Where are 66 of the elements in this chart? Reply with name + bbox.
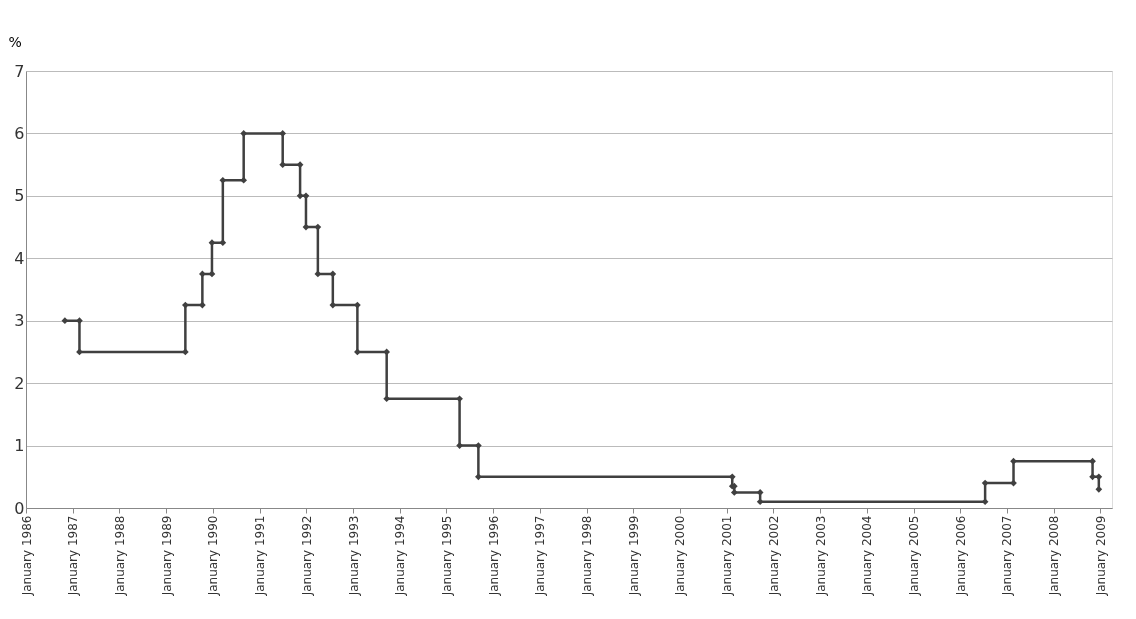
x-tick-label: January 1987	[66, 515, 81, 597]
point	[475, 442, 482, 449]
x-tick-label: January 2001	[720, 515, 735, 597]
point	[756, 489, 764, 496]
x-tick-label: January 2006	[953, 515, 968, 597]
y-tick-label: 7	[14, 61, 25, 81]
y-tick-label: 4	[14, 248, 25, 268]
x-tick-label: January 1994	[393, 515, 408, 597]
point	[354, 301, 361, 309]
x-tick-label: January 1992	[299, 515, 314, 597]
x-tick-label: January 2000	[673, 515, 688, 597]
x-tick-label: January 1998	[580, 515, 595, 597]
point	[182, 301, 189, 309]
x-tick-label: January 1989	[159, 515, 174, 597]
x-tick-label: January 1986	[19, 515, 34, 597]
point	[199, 270, 206, 278]
point	[475, 473, 482, 481]
point	[302, 223, 310, 231]
y-tick-label: 5	[14, 186, 25, 206]
y-tick-label: 2	[14, 373, 25, 393]
point	[296, 161, 304, 168]
point	[199, 301, 206, 309]
point	[182, 348, 189, 356]
point	[279, 130, 287, 137]
x-tick-label: January 1997	[533, 515, 548, 597]
x-tick-label: January 1993	[346, 515, 361, 597]
point	[981, 479, 989, 487]
x-tick-label: January 2008	[1047, 515, 1062, 597]
point	[208, 270, 216, 278]
x-tick-label: January 2007	[1000, 515, 1015, 597]
point	[1089, 473, 1096, 481]
y-tick-label: 0	[14, 498, 25, 518]
point	[756, 498, 764, 506]
point	[329, 270, 337, 278]
point	[1095, 473, 1103, 481]
x-tick-label: January 1991	[253, 515, 268, 597]
point	[76, 317, 83, 325]
point	[314, 223, 322, 231]
x-tick-label: January 2005	[907, 515, 922, 597]
point	[354, 348, 361, 356]
y-tick-label: 6	[14, 123, 25, 143]
y-tick-label: 3	[14, 311, 25, 331]
x-tick-label: January 1995	[439, 515, 454, 597]
x-tick-label: January 1988	[112, 515, 127, 597]
point	[219, 176, 227, 184]
point	[1089, 457, 1096, 465]
point	[1010, 457, 1017, 465]
point	[61, 317, 69, 325]
x-tick-label: January 2004	[860, 515, 875, 597]
y-tick-label: 1	[14, 436, 25, 456]
point	[240, 176, 248, 184]
x-tick-label: January 2003	[813, 515, 828, 597]
point	[456, 395, 463, 403]
y-axis-title: %	[8, 33, 22, 50]
x-tick-label: January 2009	[1093, 515, 1108, 597]
x-tick-label: January 1999	[626, 515, 641, 597]
point	[383, 348, 391, 356]
point	[456, 442, 463, 449]
point	[730, 489, 738, 496]
point	[219, 239, 227, 247]
point	[240, 130, 248, 137]
x-tick-label: January 1990	[206, 515, 221, 597]
point	[296, 192, 304, 200]
x-tick-label: January 2002	[766, 515, 781, 597]
point	[981, 498, 989, 506]
x-tick-label: January 1996	[486, 515, 501, 597]
